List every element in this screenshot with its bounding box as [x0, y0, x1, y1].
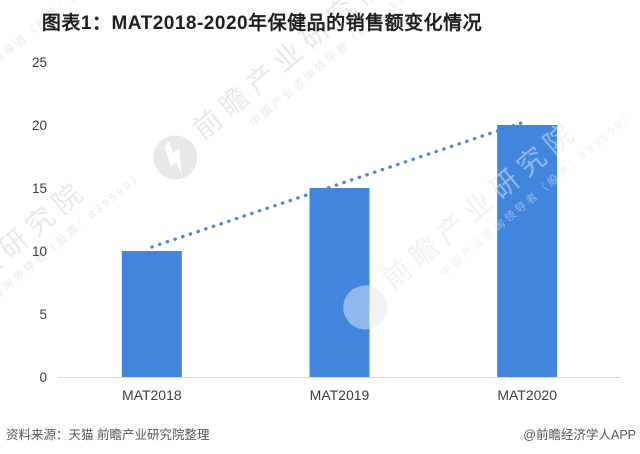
x-axis-label: MAT2020: [497, 387, 557, 403]
trend-line: [150, 119, 529, 249]
y-tick-label: 25: [32, 55, 47, 70]
credit-note: @前瞻经济学人APP: [523, 428, 636, 442]
bar-MAT2019: [309, 188, 370, 377]
chart-title: 图表1：MAT2018-2020年保健品的销售额变化情况: [41, 13, 483, 34]
y-tick-label: 15: [32, 181, 47, 196]
bar-MAT2020: [497, 125, 558, 377]
bar-MAT2018: [121, 251, 182, 377]
source-note: 资料来源：天猫 前瞻产业研究院整理: [6, 428, 210, 442]
y-tick-label: 5: [39, 307, 47, 322]
y-tick-label: 20: [32, 118, 47, 133]
x-axis-label: MAT2019: [310, 387, 370, 403]
footer: 资料来源：天猫 前瞻产业研究院整理 @前瞻经济学人APP: [6, 424, 636, 443]
x-axis-label: MAT2018: [122, 387, 182, 403]
y-tick-label: 0: [39, 370, 47, 385]
y-tick-label: 10: [32, 244, 47, 259]
